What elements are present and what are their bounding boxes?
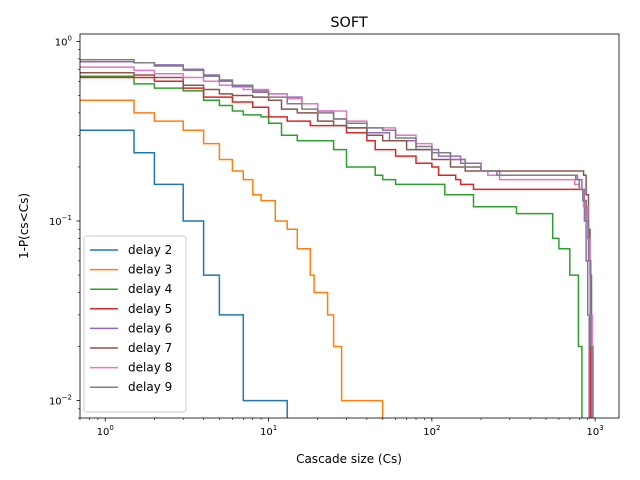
series-line-3: [80, 99, 384, 418]
chart-title: SOFT: [330, 15, 367, 31]
series-lines: [80, 59, 594, 418]
legend-label: delay 4: [128, 282, 172, 296]
x-tick-label: 100: [97, 424, 114, 438]
plot-frame: [79, 33, 620, 419]
legend-label: delay 7: [128, 341, 172, 355]
y-tick-label: 10−2: [49, 394, 72, 408]
series-line-8: [80, 66, 593, 418]
series-line-2: [80, 129, 288, 418]
legend-label: delay 9: [128, 380, 172, 394]
legend-label: delay 5: [128, 302, 172, 316]
legend: delay 2 delay 3 delay 4 delay 5 delay 6 delay…: [83, 235, 187, 413]
legend-label: delay 8: [128, 361, 172, 375]
y-tick-label: 10−1: [49, 214, 72, 228]
legend-label: delay 6: [128, 321, 172, 335]
series-line-7: [80, 71, 593, 418]
legend-label: delay 3: [128, 263, 172, 277]
x-axis-label: Cascade size (Cs): [296, 452, 402, 466]
y-tick-label: 100: [55, 34, 72, 48]
y-axis-label: 1-P(cs<Cs): [17, 193, 31, 259]
series-line-4: [80, 75, 583, 418]
x-tick-label: 101: [260, 424, 277, 438]
x-tick-label: 103: [587, 424, 604, 438]
legend-label: delay 2: [128, 243, 172, 257]
series-line-9: [80, 59, 594, 418]
x-tick-label: 102: [423, 424, 440, 438]
